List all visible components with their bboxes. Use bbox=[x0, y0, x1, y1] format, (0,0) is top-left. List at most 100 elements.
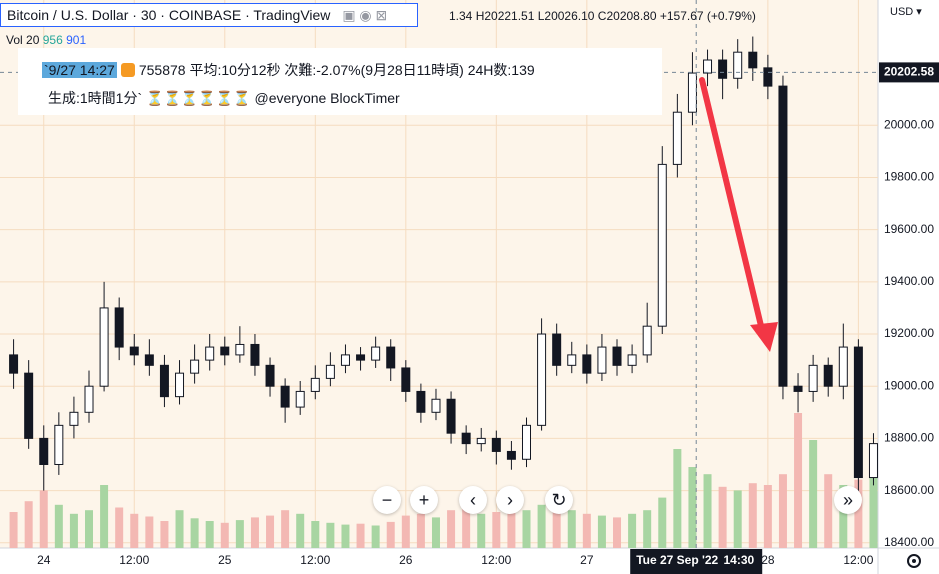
reset[interactable]: ↻ bbox=[545, 486, 573, 514]
candle-body bbox=[476, 437, 486, 445]
volume-bar bbox=[597, 515, 606, 548]
candle-body bbox=[446, 398, 456, 434]
volume-bar bbox=[54, 504, 63, 548]
volume-bar bbox=[703, 474, 712, 548]
volume-label: Vol 20 bbox=[6, 33, 40, 47]
y-tick-label: 18800.00 bbox=[884, 431, 934, 445]
y-tick-label: 19200.00 bbox=[884, 326, 934, 340]
volume-bar bbox=[175, 510, 184, 548]
volume-bar bbox=[356, 523, 365, 548]
candle-body bbox=[582, 354, 592, 374]
volume-bar bbox=[613, 517, 622, 548]
candle-body bbox=[205, 346, 215, 361]
volume-bar bbox=[281, 510, 290, 548]
volume-bar bbox=[416, 513, 425, 548]
candle-body bbox=[461, 432, 471, 445]
volume-bar bbox=[311, 521, 320, 548]
currency[interactable]: USD ▾ bbox=[890, 6, 922, 18]
candle-body bbox=[687, 72, 697, 113]
candle-body bbox=[386, 346, 396, 369]
candle-body bbox=[552, 333, 562, 366]
volume-bar bbox=[658, 497, 667, 548]
candle-body bbox=[144, 354, 154, 366]
volume-bar bbox=[628, 513, 637, 548]
volume-bar bbox=[643, 510, 652, 548]
y-tick-label: 18400.00 bbox=[884, 535, 934, 549]
candle-body bbox=[9, 354, 19, 374]
y-tick-label: 19000.00 bbox=[884, 378, 934, 392]
candle-body bbox=[39, 437, 49, 465]
volume-bar bbox=[763, 485, 772, 548]
volume-bar bbox=[447, 510, 456, 548]
scroll-to-end[interactable]: » bbox=[834, 486, 862, 514]
y-tick-label: 19800.00 bbox=[884, 170, 934, 184]
candle-body bbox=[114, 307, 124, 348]
volume-bar bbox=[778, 474, 787, 548]
candle-body bbox=[778, 85, 788, 387]
candle-body bbox=[280, 385, 290, 408]
candle-body bbox=[431, 398, 441, 413]
candle-body bbox=[853, 346, 863, 479]
volume-bar bbox=[794, 413, 803, 548]
x-tick-label: 12:00 bbox=[300, 553, 330, 567]
candle-body bbox=[521, 424, 531, 460]
candle-body bbox=[808, 364, 818, 392]
candle-body bbox=[84, 385, 94, 413]
volume-bar bbox=[39, 490, 48, 548]
x-tick-label: 24 bbox=[37, 553, 51, 567]
volume-bar bbox=[326, 522, 335, 548]
volume-bar bbox=[341, 524, 350, 548]
candle-body bbox=[220, 346, 230, 356]
volume-bar bbox=[854, 479, 863, 548]
volume-bar bbox=[748, 483, 757, 548]
candle-body bbox=[310, 377, 320, 392]
candle-body bbox=[401, 367, 411, 392]
candle-body bbox=[763, 67, 773, 87]
candle-body bbox=[627, 354, 637, 366]
volume-bar bbox=[507, 506, 516, 548]
candle-body bbox=[295, 390, 305, 408]
overlay-line2: 生成:1時間1分` ⏳⏳⏳⏳⏳⏳ @everyone BlockTimer bbox=[48, 90, 400, 106]
scroll-left[interactable]: ‹ bbox=[459, 486, 487, 514]
volume-bar bbox=[296, 513, 305, 548]
volume-bar bbox=[85, 510, 94, 548]
volume-bar bbox=[100, 485, 109, 548]
volume-bar bbox=[718, 486, 727, 548]
zoom-in[interactable]: + bbox=[410, 486, 438, 514]
title: Bitcoin / U.S. Dollar · 30 · COINBASE · … bbox=[7, 7, 331, 23]
y-tick-label: 20000.00 bbox=[884, 117, 934, 131]
crosshair-price: 20202.58 bbox=[884, 65, 934, 79]
y-tick-label: 19600.00 bbox=[884, 222, 934, 236]
volume-bar bbox=[9, 512, 18, 548]
price-axis bbox=[878, 0, 939, 574]
text: 755878 平均:10分12秒 次難:-2.07%(9月28日11時頃) 24… bbox=[138, 62, 535, 78]
candle-body bbox=[175, 372, 185, 398]
volume-bar bbox=[160, 521, 169, 548]
candle-body bbox=[567, 354, 577, 366]
x-tick-label: 25 bbox=[218, 553, 232, 567]
message-overlay: `9/27 14:27 755878 平均:10分12秒 次難:-2.07%(9月… bbox=[18, 48, 662, 115]
crosshair-time-box bbox=[630, 549, 763, 574]
zoom-out[interactable]: − bbox=[373, 486, 401, 514]
volume-bar bbox=[537, 504, 546, 548]
symbol-title[interactable]: Bitcoin / U.S. Dollar · 30 · COINBASE · … bbox=[0, 3, 418, 27]
candle-body bbox=[491, 437, 501, 452]
candle-body bbox=[642, 325, 652, 356]
candle-body bbox=[325, 364, 335, 379]
settings-icon[interactable] bbox=[907, 554, 921, 568]
candle-body bbox=[612, 346, 622, 366]
volume-bar bbox=[567, 510, 576, 548]
x-tick-label: 27 bbox=[580, 553, 594, 567]
volume-bar bbox=[522, 510, 531, 548]
scroll-right[interactable]: › bbox=[496, 486, 524, 514]
candle-body bbox=[250, 343, 260, 366]
stamp: `9/27 14:27 bbox=[42, 62, 117, 78]
volume-legend: Vol 20 956 901 bbox=[6, 33, 86, 47]
y-tick-label: 19400.00 bbox=[884, 274, 934, 288]
volume-bar bbox=[69, 513, 78, 548]
candle-body bbox=[597, 346, 607, 374]
candle-body bbox=[235, 343, 245, 356]
volume-bar bbox=[190, 518, 199, 548]
candle-body bbox=[868, 443, 878, 479]
candle-body bbox=[69, 411, 79, 426]
